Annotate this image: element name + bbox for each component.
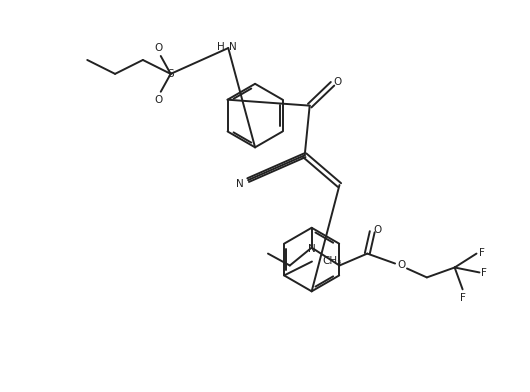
Text: F: F	[481, 269, 488, 278]
Text: F: F	[460, 293, 465, 303]
Text: N: N	[229, 42, 237, 52]
Text: O: O	[397, 260, 405, 270]
Text: F: F	[479, 248, 484, 258]
Text: O: O	[333, 77, 342, 87]
Text: O: O	[155, 95, 163, 105]
Text: O: O	[373, 225, 381, 235]
Text: S: S	[167, 69, 174, 79]
Text: CH₃: CH₃	[322, 256, 341, 265]
Text: N: N	[308, 243, 315, 254]
Text: N: N	[236, 179, 244, 189]
Text: H: H	[217, 42, 224, 52]
Text: O: O	[155, 43, 163, 53]
